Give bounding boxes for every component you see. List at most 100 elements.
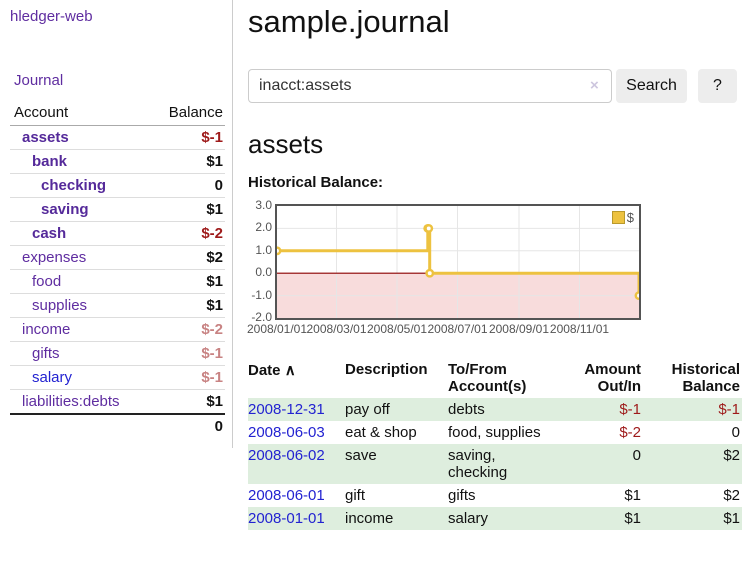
account-balance: $-2 (148, 221, 225, 246)
x-axis-tick-label: 2008/01/01 (246, 322, 308, 336)
y-axis-tick-label: 0.0 (255, 265, 272, 280)
register-row[interactable]: 2008-06-02 save saving, checking 0 $2 (248, 444, 742, 484)
y-axis-tick-label: 2.0 (255, 220, 272, 235)
accounts-col-header: Account (10, 101, 149, 126)
transaction-balance: $1 (643, 507, 742, 530)
transaction-accounts: salary (448, 507, 548, 530)
account-balance: $-1 (148, 365, 225, 390)
date-header-label: Date (248, 362, 281, 379)
x-axis-tick-label: 2008/09/01 (488, 322, 550, 336)
clear-search-icon[interactable]: × (590, 77, 599, 94)
account-row-food: food $1 (10, 269, 225, 294)
register-col-description: Description (345, 361, 428, 378)
brand-link[interactable]: hledger-web (10, 8, 93, 25)
register-col-balance: Historical Balance (671, 361, 740, 395)
transaction-description: save (345, 444, 448, 484)
x-axis-tick-label: 2008/11/01 (549, 322, 610, 336)
x-axis-tick-label: 2008/03/01 (306, 322, 367, 336)
transaction-description: pay off (345, 398, 448, 421)
account-balance: $1 (148, 269, 225, 294)
account-balance: $1 (148, 293, 225, 318)
search-button[interactable]: Search (616, 69, 687, 103)
accounts-total-row: 0 (10, 413, 225, 438)
transaction-description: income (345, 507, 448, 530)
register-row[interactable]: 2008-06-01 gift gifts $1 $2 (248, 484, 742, 507)
account-link-supplies[interactable]: supplies (32, 297, 88, 314)
account-link-expenses[interactable]: expenses (22, 249, 87, 266)
account-balance: 0 (148, 173, 225, 198)
main-content: sample.journal × Search ? assets Histori… (247, 0, 742, 530)
historical-balance-chart: $ 3.0 2.0 1.0 0.0 -1.0 -2.0 2008/01/01 2008/03… (247, 198, 742, 337)
register-row[interactable]: 2008-12-31 pay off debts $-1 $-1 (248, 398, 742, 421)
account-row-saving: saving $1 (10, 197, 225, 222)
x-axis-tick-label: 2008/05/01 (366, 322, 428, 336)
transaction-date-link[interactable]: 2008-06-02 (248, 447, 325, 464)
account-balance: $1 (148, 149, 225, 174)
register-table: Date ∧ Description To/From Account(s) Am… (248, 358, 742, 530)
search-form: × Search ? (248, 69, 742, 103)
account-link-income[interactable]: income (22, 321, 71, 338)
transaction-accounts: debts (448, 398, 548, 421)
account-link-saving[interactable]: saving (41, 201, 89, 218)
chart-plot-area[interactable]: $ (275, 204, 641, 320)
account-balance: $-1 (201, 129, 223, 146)
transaction-date-link[interactable]: 2008-06-01 (248, 487, 325, 504)
account-row-liabilities-debts: liabilities:debts $1 (10, 389, 225, 414)
page-title: sample.journal (248, 4, 450, 39)
account-link-checking[interactable]: checking (41, 177, 107, 194)
account-link-assets[interactable]: assets (22, 129, 69, 146)
y-axis-tick-label: -2.0 (251, 310, 272, 324)
account-row-salary: salary $-1 (10, 365, 225, 390)
transaction-date-link[interactable]: 2008-06-03 (248, 424, 325, 441)
sidebar-item-journal[interactable]: Journal (14, 72, 64, 89)
account-row-assets: assets $-1 (10, 126, 225, 150)
transaction-amount: $1 (624, 487, 641, 504)
transaction-balance: 0 (731, 424, 740, 441)
account-link-gifts[interactable]: gifts (32, 345, 60, 362)
transaction-accounts: saving, checking (448, 444, 548, 484)
account-link-salary[interactable]: salary (32, 369, 73, 386)
y-axis-tick-label: 3.0 (255, 198, 272, 212)
account-row-income: income $-2 (10, 317, 225, 342)
transaction-amount: $1 (548, 507, 643, 530)
account-balance: $-1 (148, 341, 225, 366)
register-row[interactable]: 2008-01-01 income salary $1 $1 (248, 507, 742, 530)
search-input[interactable] (248, 69, 612, 103)
account-link-cash[interactable]: cash (32, 225, 67, 242)
transaction-description: gift (345, 487, 366, 504)
transaction-accounts: food, supplies (448, 424, 541, 441)
account-row-checking: checking 0 (10, 173, 225, 198)
y-axis-tick-label: 1.0 (255, 242, 272, 257)
account-row-gifts: gifts $-1 (10, 341, 225, 366)
account-balance: $2 (148, 245, 225, 270)
account-link-liabilities-debts[interactable]: liabilities:debts (22, 393, 120, 410)
accounts-total: 0 (148, 413, 225, 438)
x-axis-tick-label: 2008/07/01 (427, 322, 488, 336)
account-link-bank[interactable]: bank (32, 153, 68, 170)
transaction-date-link[interactable]: 2008-12-31 (248, 401, 325, 418)
accounts-table: Account Balance assets $-1 bank $1 check… (10, 101, 225, 438)
account-row-bank: bank $1 (10, 149, 225, 174)
chart-svg (277, 206, 639, 318)
register-col-date[interactable]: Date ∧ (248, 358, 345, 398)
register-header-row: Date ∧ Description To/From Account(s) Am… (248, 358, 742, 398)
transaction-amount: $-1 (548, 398, 643, 421)
account-heading: assets (248, 129, 324, 159)
y-axis-tick-label: -1.0 (251, 287, 272, 302)
register-col-accounts: To/From Account(s) (448, 361, 527, 395)
legend-label: $ (626, 210, 634, 225)
sidebar: hledger-web Journal Account Balance asse… (0, 0, 233, 448)
sort-ascending-icon: ∧ (284, 362, 296, 379)
account-balance: $1 (148, 389, 225, 414)
help-button[interactable]: ? (698, 69, 737, 103)
register-row[interactable]: 2008-06-03 eat & shop food, supplies $-2… (248, 421, 742, 444)
account-link-food[interactable]: food (32, 273, 62, 290)
transaction-amount: 0 (548, 444, 643, 484)
transaction-balance: $2 (723, 487, 740, 504)
account-row-expenses: expenses $2 (10, 245, 225, 270)
account-balance: $-2 (148, 317, 225, 342)
register-col-amount: Amount Out/In (584, 361, 641, 395)
account-row-cash: cash $-2 (10, 221, 225, 246)
transaction-date-link[interactable]: 2008-01-01 (248, 510, 325, 527)
transaction-balance: $-1 (643, 398, 742, 421)
